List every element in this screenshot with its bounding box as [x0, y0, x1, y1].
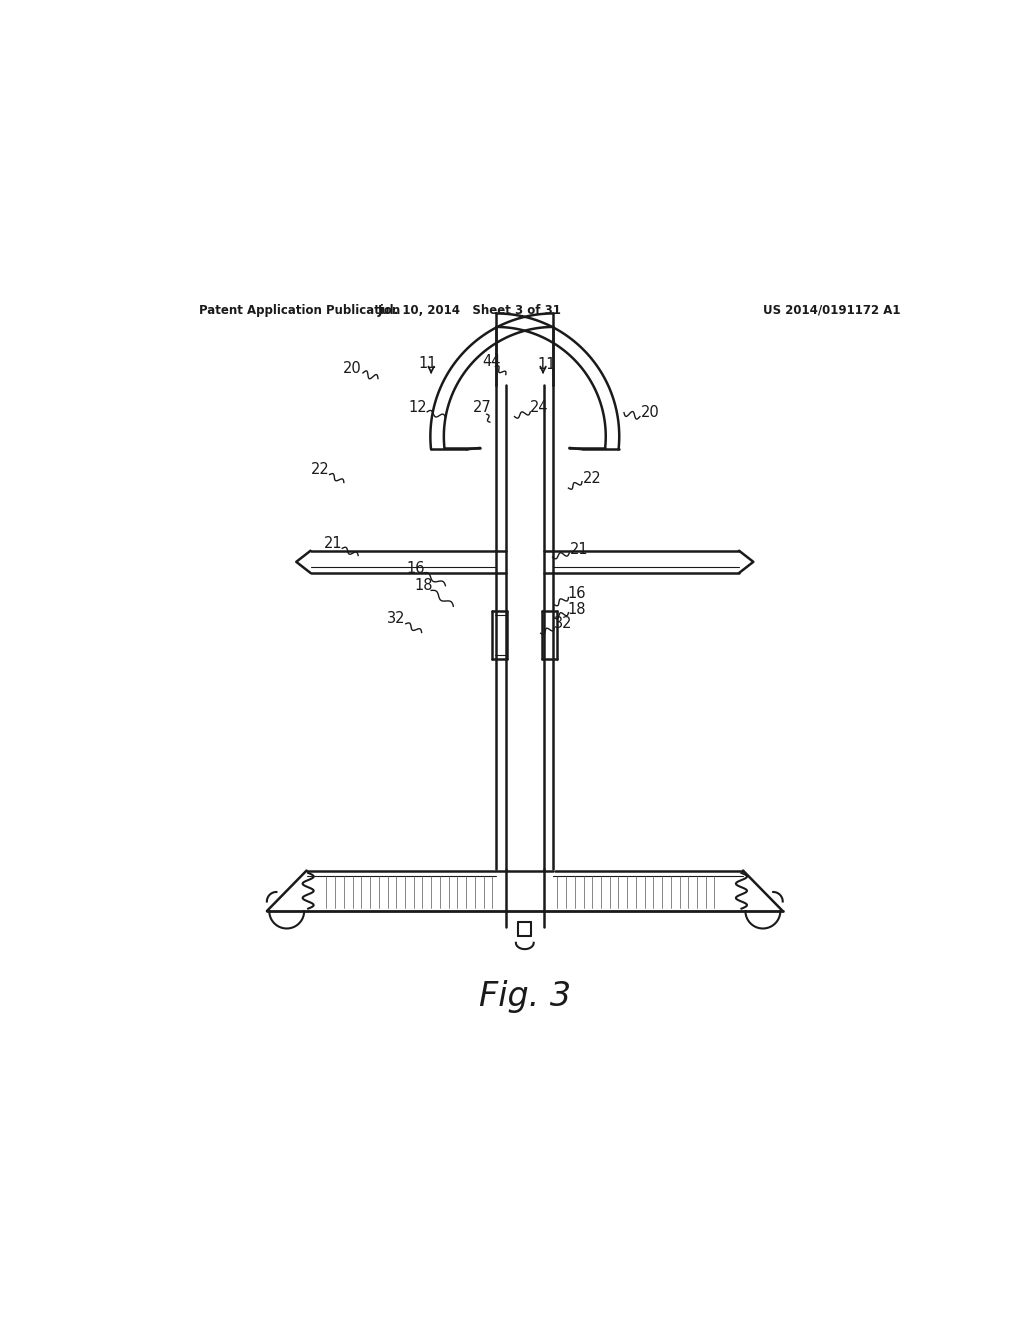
Text: 20: 20 [343, 360, 361, 376]
Text: US 2014/0191172 A1: US 2014/0191172 A1 [763, 304, 900, 317]
Text: 32: 32 [554, 616, 572, 631]
Text: 22: 22 [583, 471, 602, 486]
Text: 16: 16 [568, 586, 587, 601]
Text: 12: 12 [409, 400, 427, 414]
Text: 21: 21 [569, 543, 588, 557]
Text: 21: 21 [324, 536, 342, 550]
Text: 20: 20 [641, 405, 659, 420]
Text: 22: 22 [310, 462, 330, 478]
Text: 16: 16 [407, 561, 425, 576]
Text: Jul. 10, 2014   Sheet 3 of 31: Jul. 10, 2014 Sheet 3 of 31 [377, 304, 561, 317]
Text: Fig. 3: Fig. 3 [479, 981, 570, 1014]
Text: 24: 24 [529, 400, 549, 416]
Text: 18: 18 [568, 602, 587, 616]
Text: 11: 11 [419, 356, 437, 371]
Text: 11: 11 [537, 356, 555, 372]
Text: Patent Application Publication: Patent Application Publication [200, 304, 400, 317]
Text: 18: 18 [414, 578, 432, 593]
Text: 32: 32 [387, 611, 406, 627]
Text: 44: 44 [482, 354, 501, 368]
Text: 27: 27 [473, 400, 493, 416]
